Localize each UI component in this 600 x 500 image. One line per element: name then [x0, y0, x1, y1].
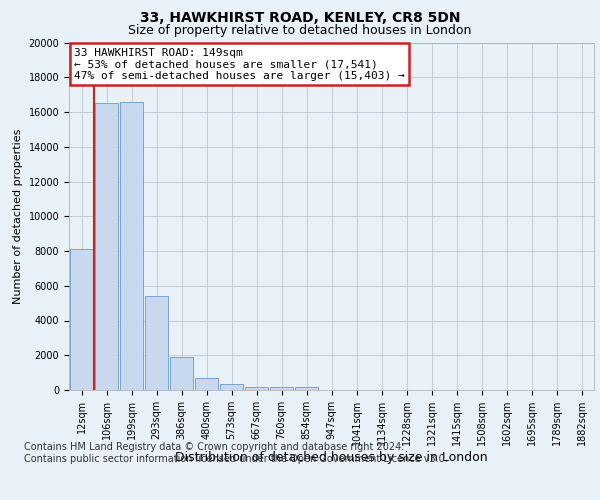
Bar: [295, 388, 318, 390]
Bar: [245, 386, 268, 390]
Y-axis label: Number of detached properties: Number of detached properties: [13, 128, 23, 304]
Bar: [95, 104, 118, 390]
Text: Size of property relative to detached houses in London: Size of property relative to detached ho…: [128, 24, 472, 37]
Bar: [220, 384, 243, 390]
Bar: [270, 386, 293, 390]
Text: 33, HAWKHIRST ROAD, KENLEY, CR8 5DN: 33, HAWKHIRST ROAD, KENLEY, CR8 5DN: [140, 11, 460, 25]
Bar: [145, 296, 168, 390]
Bar: [70, 250, 93, 390]
Bar: [195, 378, 218, 390]
X-axis label: Distribution of detached houses by size in London: Distribution of detached houses by size …: [175, 451, 488, 464]
Text: 33 HAWKHIRST ROAD: 149sqm
← 53% of detached houses are smaller (17,541)
47% of s: 33 HAWKHIRST ROAD: 149sqm ← 53% of detac…: [74, 48, 405, 81]
Bar: [120, 102, 143, 390]
Bar: [170, 357, 193, 390]
Text: Contains HM Land Registry data © Crown copyright and database right 2024.
Contai: Contains HM Land Registry data © Crown c…: [24, 442, 448, 464]
